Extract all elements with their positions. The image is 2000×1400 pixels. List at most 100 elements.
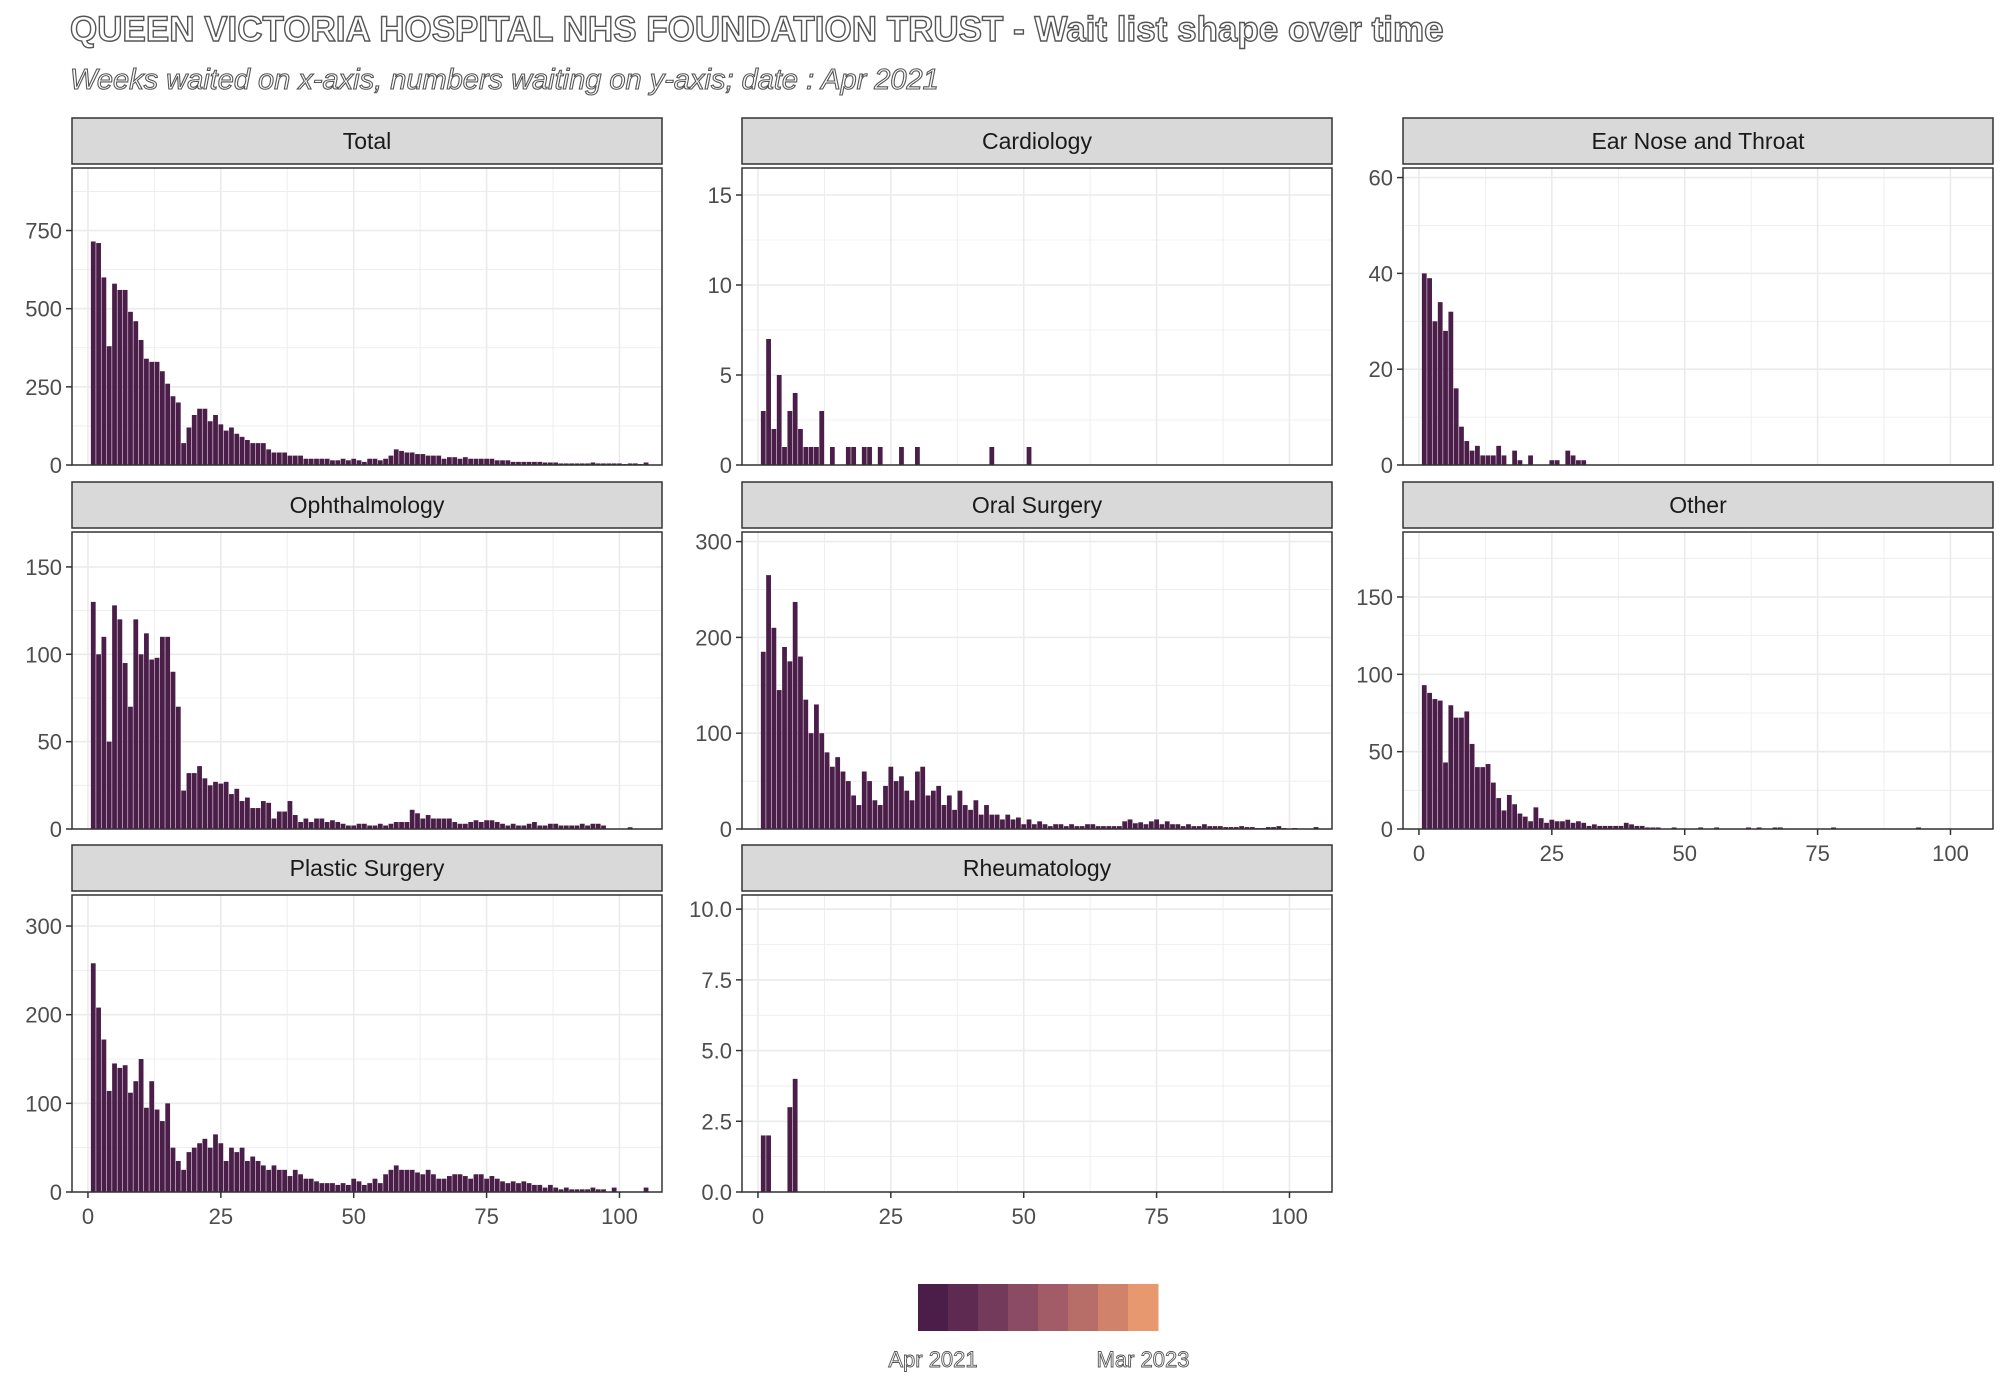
bar-oral-surgery <box>994 814 1000 829</box>
bar-ophthalmology <box>335 822 341 829</box>
bar-plastic-surgery <box>255 1160 261 1192</box>
legend-swatch <box>948 1284 979 1331</box>
bar-ophthalmology <box>197 766 202 829</box>
bar-ophthalmology <box>112 605 117 829</box>
bar-total <box>260 443 266 465</box>
bar-ophthalmology <box>191 773 197 829</box>
bar-plastic-surgery <box>112 1063 117 1192</box>
bar-other <box>1746 827 1751 829</box>
bar-other <box>1453 717 1459 829</box>
bar-plastic-surgery <box>537 1184 543 1192</box>
bar-plastic-surgery <box>462 1176 468 1192</box>
panel-bg-cardiology <box>742 168 1332 465</box>
bar-oral-surgery <box>1196 826 1202 829</box>
bar-plastic-surgery <box>547 1184 553 1192</box>
bar-oral-surgery <box>957 790 963 829</box>
bar-other <box>1544 822 1549 829</box>
bar-plastic-surgery <box>324 1183 330 1192</box>
bar-plastic-surgery <box>510 1181 516 1192</box>
bar-total <box>255 443 261 465</box>
bar-total <box>377 460 383 465</box>
bar-cardiology <box>1026 447 1032 465</box>
bar-ear-nose-and-throat <box>1554 460 1560 465</box>
bar-oral-surgery <box>1233 827 1239 829</box>
bar-ophthalmology <box>457 823 463 829</box>
bar-total <box>484 458 489 465</box>
bar-plastic-surgery <box>393 1165 399 1192</box>
bar-ophthalmology <box>250 808 256 829</box>
y-tick-label: 0 <box>50 1180 62 1205</box>
bar-oral-surgery <box>1239 826 1245 829</box>
y-tick-label: 500 <box>25 297 62 322</box>
bar-ophthalmology <box>170 671 176 829</box>
bar-total <box>90 241 96 465</box>
bar-oral-surgery <box>1111 826 1117 829</box>
bar-plastic-surgery <box>526 1183 532 1192</box>
bar-ophthalmology <box>351 825 357 829</box>
bar-other <box>1581 822 1587 829</box>
bar-oral-surgery <box>771 627 777 829</box>
bar-total <box>436 455 442 465</box>
bar-cardiology <box>814 447 819 465</box>
bar-plastic-surgery <box>144 1107 149 1192</box>
strip-ear-nose-and-throat <box>1402 117 1994 165</box>
bar-other <box>1522 816 1528 829</box>
bar-plastic-surgery <box>292 1169 298 1192</box>
panel-border-rheumatology <box>741 894 1333 1193</box>
bar-cardiology <box>760 411 766 465</box>
bar-ophthalmology <box>478 822 484 829</box>
bar-oral-surgery <box>803 699 809 829</box>
x-tick-label: 100 <box>601 1204 638 1229</box>
bar-ear-nose-and-throat <box>1512 450 1518 465</box>
bar-ophthalmology <box>138 654 144 829</box>
panel-ear-nose-and-throat: Ear Nose and Throat 0 20 40 60 <box>1369 117 1994 478</box>
strip-rheumatology <box>741 844 1333 892</box>
panel-bg-rheumatology <box>742 895 1332 1192</box>
bar-plastic-surgery <box>489 1176 495 1192</box>
bar-plastic-surgery <box>361 1184 367 1192</box>
y-tick-label: 200 <box>25 1003 62 1028</box>
bar-oral-surgery <box>962 805 968 829</box>
bar-ear-nose-and-throat <box>1443 330 1448 465</box>
bar-ophthalmology <box>420 818 426 829</box>
bar-ophthalmology <box>239 801 245 829</box>
bar-ophthalmology <box>505 825 511 829</box>
legend-swatch <box>978 1284 1009 1331</box>
bar-other <box>1432 699 1438 829</box>
bar-total <box>627 463 633 465</box>
bar-ophthalmology <box>319 818 325 829</box>
bar-other <box>1469 743 1475 829</box>
bar-other <box>1475 767 1480 829</box>
bar-other <box>1464 711 1470 829</box>
bar-oral-surgery <box>782 646 787 829</box>
bar-plastic-surgery <box>260 1165 266 1192</box>
bar-ophthalmology <box>399 822 404 829</box>
bar-plastic-surgery <box>494 1178 500 1192</box>
bar-ophthalmology <box>271 818 277 829</box>
bar-total <box>106 346 112 465</box>
bar-plastic-surgery <box>197 1143 202 1192</box>
y-tick-label: 100 <box>25 642 62 667</box>
bar-oral-surgery <box>1021 824 1027 829</box>
legend-end-label: Mar 2023 <box>1097 1347 1190 1372</box>
bar-ophthalmology <box>494 822 500 829</box>
bar-cardiology <box>867 447 872 465</box>
y-tick-label: 300 <box>25 914 62 939</box>
x-tick-label: 50 <box>1672 841 1696 866</box>
bar-plastic-surgery <box>372 1178 378 1192</box>
bar-ear-nose-and-throat <box>1490 455 1496 465</box>
bar-ophthalmology <box>425 815 431 829</box>
bar-total <box>144 358 149 465</box>
bar-oral-surgery <box>1042 824 1048 829</box>
bar-oral-surgery <box>1164 821 1170 829</box>
bar-plastic-surgery <box>191 1147 197 1192</box>
bar-other <box>1565 819 1571 829</box>
bar-other <box>1602 825 1608 829</box>
bar-plastic-surgery <box>234 1152 240 1192</box>
bar-oral-surgery <box>899 776 904 829</box>
bar-total <box>585 463 590 465</box>
bar-ear-nose-and-throat <box>1464 441 1470 465</box>
bar-oral-surgery <box>856 805 862 829</box>
bar-oral-surgery <box>925 795 931 829</box>
bar-other <box>1586 825 1592 829</box>
